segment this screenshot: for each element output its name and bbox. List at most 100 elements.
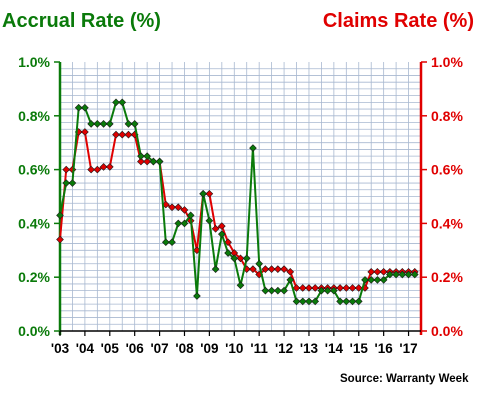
x-tick-label: '07 bbox=[150, 341, 168, 356]
accrual-rate-point bbox=[274, 286, 282, 295]
claims-rate-point bbox=[81, 128, 89, 136]
claims-rate-point bbox=[286, 267, 295, 276]
claims-rate-point bbox=[143, 157, 151, 166]
x-tick-label: '04 bbox=[76, 341, 95, 356]
accrual-rate-point bbox=[161, 238, 170, 247]
accrual-rate-point bbox=[124, 120, 133, 128]
accrual-rate-point bbox=[87, 120, 95, 128]
x-tick-label: '16 bbox=[375, 341, 394, 356]
x-tick-label: '12 bbox=[275, 341, 293, 356]
claims-rate-point bbox=[87, 165, 95, 174]
y-right-tick-label: 0.4% bbox=[431, 215, 463, 231]
claims-rate-point bbox=[298, 284, 307, 292]
accrual-rate-point bbox=[354, 297, 363, 306]
claims-rate-point bbox=[236, 254, 245, 263]
y-right-tick-label: 0.0% bbox=[431, 323, 463, 339]
accrual-rate-point bbox=[330, 286, 338, 295]
accrual-rate-point bbox=[242, 254, 251, 263]
x-tick-label: '08 bbox=[175, 341, 194, 356]
accrual-rate-point bbox=[236, 281, 245, 290]
accrual-rate-point bbox=[398, 270, 407, 279]
claims-rate-point bbox=[379, 267, 388, 276]
claims-rate-point bbox=[311, 284, 320, 292]
claims-rate-point bbox=[373, 267, 382, 276]
accrual-rate-point bbox=[180, 219, 189, 228]
claims-rate-point bbox=[205, 189, 214, 198]
accrual-rate-point bbox=[105, 120, 114, 128]
accrual-rate-point bbox=[218, 230, 226, 238]
accrual-rate-point bbox=[112, 98, 120, 107]
accrual-rate-point bbox=[99, 120, 108, 128]
accrual-rate-point bbox=[93, 120, 102, 128]
accrual-rate-point bbox=[298, 297, 307, 306]
accrual-rate-point bbox=[143, 152, 151, 160]
y-right-tick-label: 0.6% bbox=[431, 162, 463, 178]
claims-rate-point bbox=[62, 165, 71, 174]
x-tick-label: '13 bbox=[300, 341, 319, 356]
claims-rate-point bbox=[249, 265, 257, 273]
accrual-rate-point bbox=[342, 297, 351, 306]
accrual-rate-point bbox=[199, 189, 207, 198]
accrual-rate-point bbox=[186, 211, 195, 220]
y-right-tick-label: 0.8% bbox=[431, 108, 463, 124]
accrual-rate-point bbox=[367, 276, 376, 284]
accrual-rate-point bbox=[336, 297, 344, 306]
claims-rate-point bbox=[112, 130, 120, 139]
accrual-rate-point bbox=[410, 270, 419, 279]
accrual-rate-point bbox=[373, 276, 382, 284]
claims-rate-point bbox=[168, 203, 176, 212]
right-axis-title: Claims Rate (%) bbox=[322, 10, 474, 32]
x-tick-label: '03 bbox=[51, 341, 70, 356]
accrual-rate-point bbox=[305, 297, 313, 306]
x-tick-label: '17 bbox=[399, 341, 417, 356]
accrual-rate-point bbox=[261, 286, 270, 295]
claims-rate-point bbox=[280, 265, 288, 273]
claims-rate-point bbox=[93, 165, 102, 174]
claims-rate-point bbox=[56, 235, 64, 244]
claims-rate-point bbox=[354, 284, 363, 292]
accrual-rate-point bbox=[174, 219, 183, 228]
claims-rate-point bbox=[137, 157, 145, 166]
claims-rate-point bbox=[292, 284, 301, 292]
accrual-rate-point bbox=[81, 103, 89, 112]
claims-rate-point bbox=[367, 267, 376, 276]
accrual-rate-point bbox=[62, 179, 71, 187]
accrual-rate-point bbox=[118, 98, 127, 107]
claims-rate-point bbox=[274, 265, 282, 273]
y-left-tick-label: 0.4% bbox=[18, 215, 50, 231]
claims-rate-point bbox=[267, 265, 276, 273]
claims-rate-point bbox=[342, 284, 351, 292]
accrual-rate-point bbox=[311, 297, 320, 306]
claims-rate-point bbox=[118, 130, 127, 139]
accrual-rate-point bbox=[211, 265, 220, 273]
claims-rate-point bbox=[261, 265, 270, 273]
accrual-rate-point bbox=[386, 270, 394, 279]
accrual-rate-point bbox=[68, 179, 77, 187]
accrual-rate-point bbox=[392, 270, 400, 279]
accrual-rate-point bbox=[149, 157, 158, 166]
claims-rate-point bbox=[99, 163, 108, 171]
claims-rate-point bbox=[105, 163, 114, 171]
y-left-tick-label: 0.8% bbox=[18, 108, 50, 124]
x-tick-label: '05 bbox=[101, 341, 120, 356]
accrual-rate-point bbox=[155, 157, 164, 166]
accrual-rate-point bbox=[379, 276, 388, 284]
accrual-rate-point bbox=[168, 238, 176, 247]
claims-rate-point bbox=[174, 203, 183, 212]
claims-rate-point bbox=[348, 284, 357, 292]
y-right-tick-label: 0.2% bbox=[431, 269, 463, 285]
accrual-rate-point bbox=[137, 152, 145, 160]
accrual-rate-point bbox=[280, 286, 288, 295]
accrual-rate-point bbox=[292, 297, 301, 306]
x-tick-label: '09 bbox=[200, 341, 218, 356]
accrual-rate-point bbox=[348, 297, 357, 306]
accrual-rate-point bbox=[230, 254, 239, 263]
accrual-rate-point bbox=[74, 103, 83, 112]
x-tick-label: '15 bbox=[350, 341, 369, 356]
y-right-tick-label: 1.0% bbox=[431, 54, 463, 70]
left-axis-title: Accrual Rate (%) bbox=[2, 10, 161, 32]
y-left-tick-label: 0.2% bbox=[18, 269, 50, 285]
claims-rate-point bbox=[211, 224, 220, 233]
